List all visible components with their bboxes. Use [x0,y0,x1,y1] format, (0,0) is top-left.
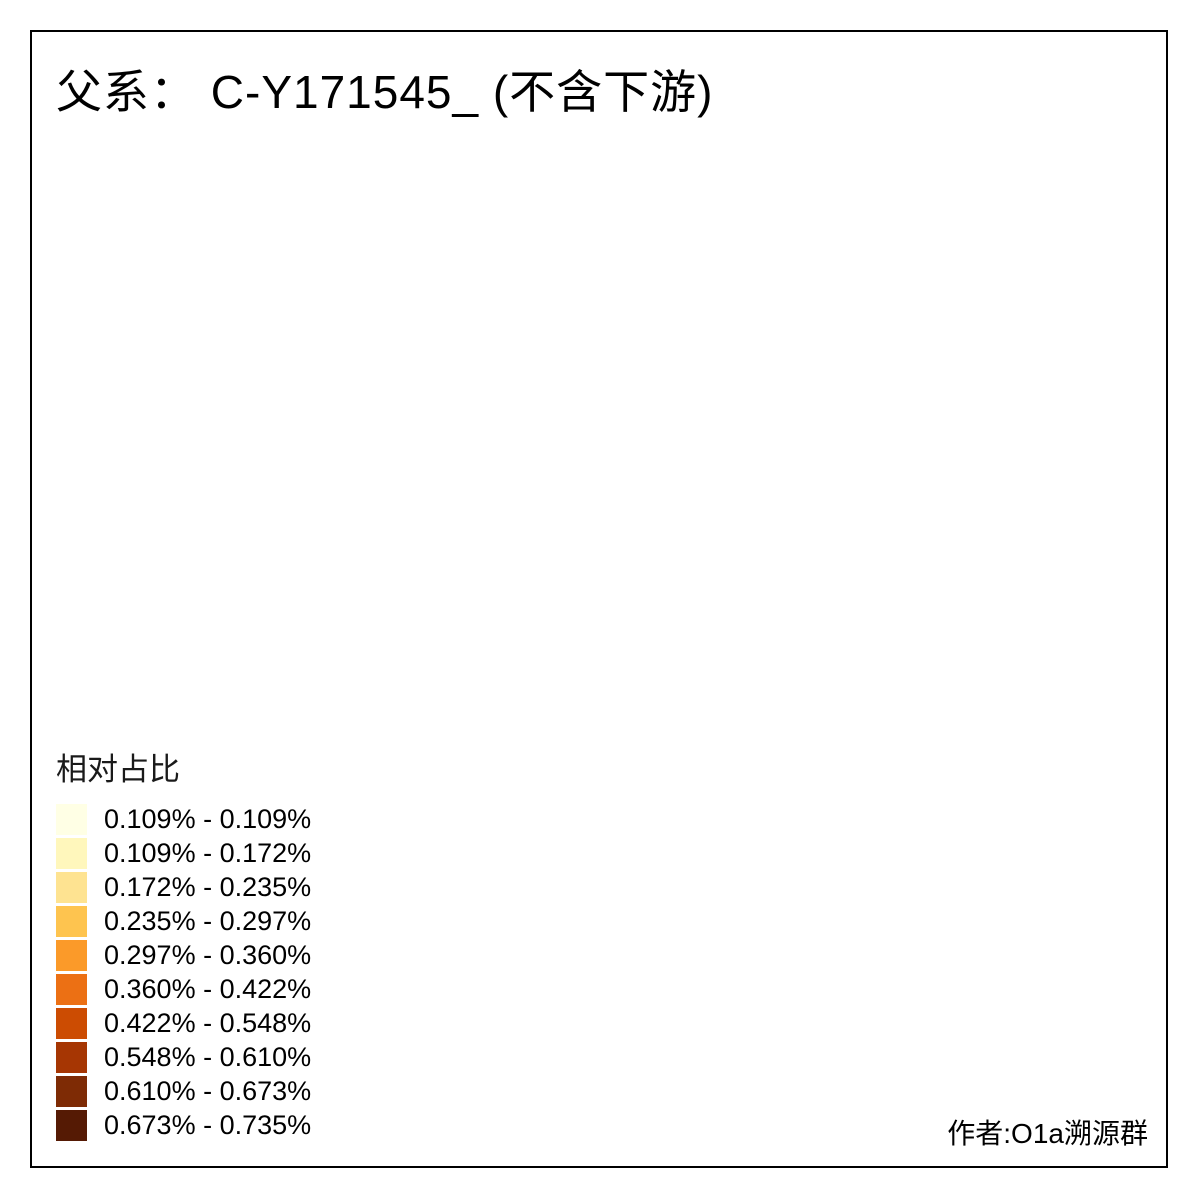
legend-item: 0.172% - 0.235% [56,871,311,904]
legend-swatch [56,804,87,835]
legend-item: 0.109% - 0.109% [56,803,311,836]
legend-swatch [56,1110,87,1141]
legend-label: 0.172% - 0.235% [104,872,312,902]
legend-item: 0.422% - 0.548% [56,1007,311,1040]
legend-item: 0.548% - 0.610% [56,1041,311,1074]
legend-label: 0.360% - 0.422% [104,974,312,1004]
legend-item: 0.610% - 0.673% [56,1075,311,1108]
legend-label: 0.673% - 0.735% [104,1110,312,1140]
legend-item: 0.360% - 0.422% [56,973,311,1006]
legend-swatch [56,872,87,903]
legend-swatch [56,974,87,1005]
legend: 相对占比 0.109% - 0.109% 0.109% - 0.172% 0.1… [56,744,311,1143]
legend-label: 0.297% - 0.360% [104,940,312,970]
legend-swatch [56,1042,87,1073]
figure-title: 父系： C-Y171545_ (不含下游) [56,66,714,118]
legend-swatch [56,1008,87,1039]
legend-item: 0.109% - 0.172% [56,837,311,870]
legend-label: 0.548% - 0.610% [104,1042,312,1072]
legend-label: 0.235% - 0.297% [104,906,312,936]
legend-label: 0.422% - 0.548% [104,1008,312,1038]
legend-swatch [56,906,87,937]
legend-swatch [56,940,87,971]
legend-item: 0.235% - 0.297% [56,905,311,938]
legend-label: 0.109% - 0.172% [104,838,312,868]
legend-swatch [56,1076,87,1107]
legend-item: 0.297% - 0.360% [56,939,311,972]
legend-swatch [56,838,87,869]
legend-item: 0.673% - 0.735% [56,1109,311,1142]
figure-border [30,30,1168,1168]
legend-label: 0.109% - 0.109% [104,804,312,834]
attribution: 作者:O1a溯源群 [947,1118,1148,1149]
legend-title: 相对占比 [56,752,180,787]
legend-label: 0.610% - 0.673% [104,1076,312,1106]
